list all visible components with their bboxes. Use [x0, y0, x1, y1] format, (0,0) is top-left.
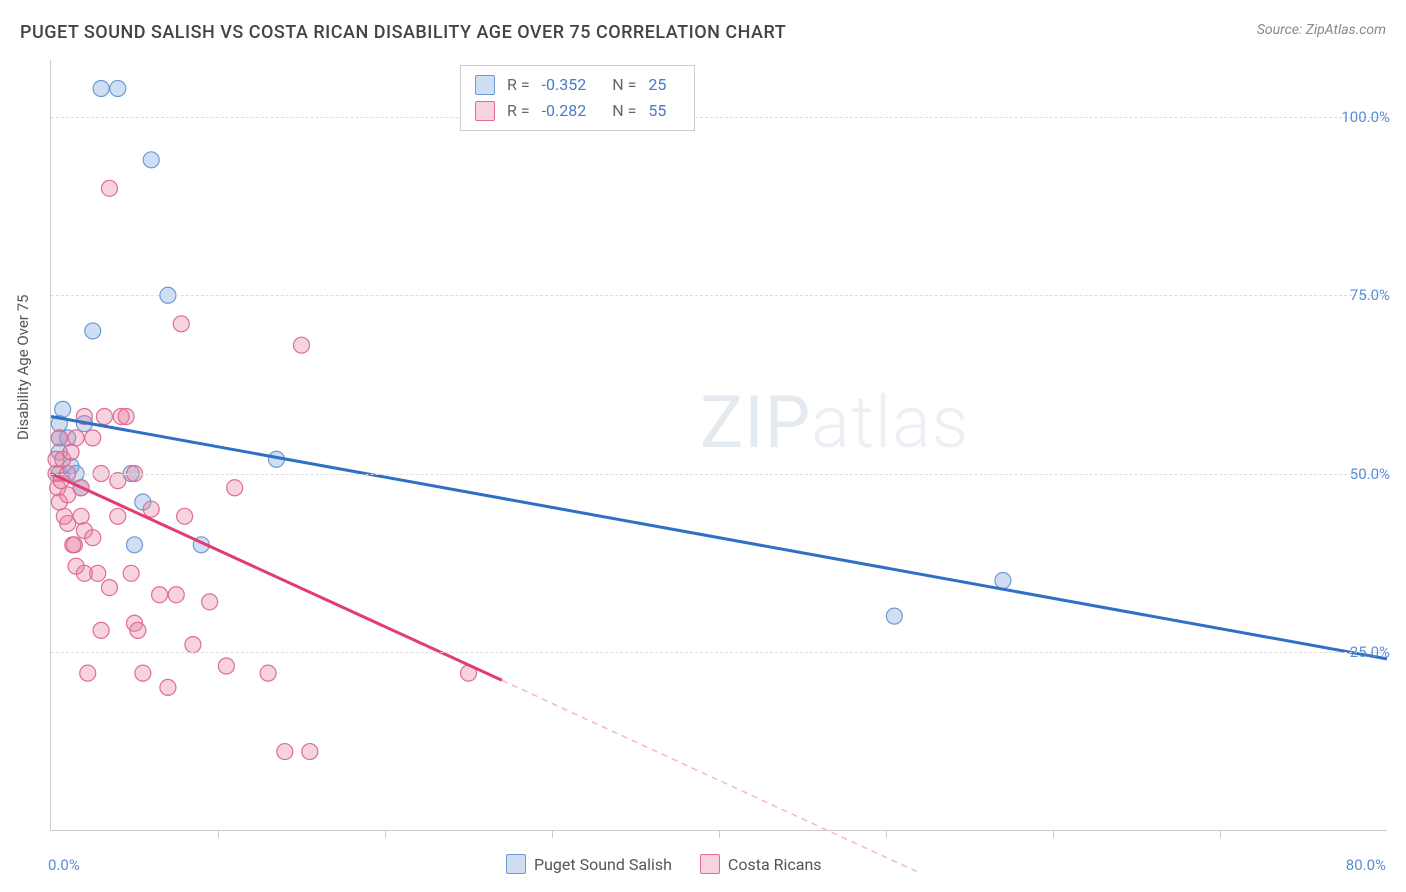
- data-point-puget: [55, 401, 71, 417]
- x-tick-label: 0.0%: [48, 856, 80, 874]
- legend-label-puget: Puget Sound Salish: [534, 855, 672, 874]
- x-tick: [719, 830, 720, 838]
- x-tick: [1053, 830, 1054, 838]
- chart-title: PUGET SOUND SALISH VS COSTA RICAN DISABI…: [20, 22, 786, 43]
- data-point-costa: [101, 180, 117, 196]
- data-point-puget: [995, 572, 1011, 588]
- data-point-costa: [168, 587, 184, 603]
- data-point-puget: [85, 323, 101, 339]
- data-point-costa: [85, 530, 101, 546]
- trend-line-costa: [51, 474, 502, 681]
- data-point-puget: [110, 81, 126, 97]
- legend-label-costa: Costa Ricans: [728, 855, 822, 874]
- data-point-costa: [152, 587, 168, 603]
- stat-label-n: N =: [612, 72, 636, 98]
- stat-n-puget: 25: [648, 72, 666, 98]
- data-point-costa: [93, 622, 109, 638]
- stat-label-n: N =: [612, 98, 636, 124]
- data-point-costa: [160, 679, 176, 695]
- data-point-costa: [66, 537, 82, 553]
- gridline: [51, 652, 1387, 653]
- trend-line-extended-costa: [502, 680, 920, 873]
- data-point-costa: [135, 665, 151, 681]
- data-point-costa: [101, 580, 117, 596]
- data-point-costa: [177, 508, 193, 524]
- data-point-costa: [130, 622, 146, 638]
- legend-stats-row-costa: R = -0.282 N = 55: [475, 98, 680, 124]
- data-point-costa: [185, 637, 201, 653]
- data-point-puget: [93, 81, 109, 97]
- data-point-costa: [90, 565, 106, 581]
- data-point-costa: [202, 594, 218, 610]
- data-point-costa: [51, 430, 67, 446]
- data-point-costa: [110, 473, 126, 489]
- x-tick: [886, 830, 887, 838]
- trend-line-puget: [51, 416, 1387, 658]
- data-point-costa: [68, 430, 84, 446]
- swatch-puget: [506, 854, 526, 874]
- data-point-puget: [886, 608, 902, 624]
- data-point-costa: [227, 480, 243, 496]
- data-point-costa: [294, 337, 310, 353]
- stat-r-costa: -0.282: [542, 98, 587, 124]
- data-point-costa: [96, 408, 112, 424]
- data-point-costa: [123, 565, 139, 581]
- legend-item-puget: Puget Sound Salish: [506, 854, 672, 874]
- gridline: [51, 117, 1387, 118]
- data-point-costa: [63, 444, 79, 460]
- swatch-puget: [475, 75, 495, 95]
- stat-r-puget: -0.352: [542, 72, 587, 98]
- y-tick-label: 50.0%: [1350, 465, 1390, 483]
- legend-item-costa: Costa Ricans: [700, 854, 822, 874]
- data-point-costa: [80, 665, 96, 681]
- legend-stats-box: R = -0.352 N = 25 R = -0.282 N = 55: [460, 65, 695, 131]
- data-point-costa: [218, 658, 234, 674]
- x-tick: [1220, 830, 1221, 838]
- data-point-puget: [127, 537, 143, 553]
- swatch-costa: [475, 101, 495, 121]
- data-point-costa: [143, 501, 159, 517]
- y-axis-label: Disability Age Over 75: [14, 295, 32, 440]
- legend-series: Puget Sound Salish Costa Ricans: [506, 854, 822, 874]
- x-tick: [385, 830, 386, 838]
- x-tick-label: 80.0%: [1346, 856, 1386, 874]
- x-tick: [218, 830, 219, 838]
- legend-stats-row-puget: R = -0.352 N = 25: [475, 72, 680, 98]
- data-point-costa: [277, 744, 293, 760]
- stat-n-costa: 55: [648, 98, 666, 124]
- data-point-costa: [110, 508, 126, 524]
- stat-label-r: R =: [507, 72, 530, 98]
- gridline: [51, 474, 1387, 475]
- data-point-costa: [118, 408, 134, 424]
- x-tick: [552, 830, 553, 838]
- data-point-costa: [302, 744, 318, 760]
- data-point-costa: [173, 316, 189, 332]
- chart-plot-area: [50, 60, 1387, 831]
- y-tick-label: 100.0%: [1341, 108, 1390, 126]
- gridline: [51, 295, 1387, 296]
- data-point-puget: [143, 152, 159, 168]
- data-point-costa: [260, 665, 276, 681]
- data-point-costa: [73, 508, 89, 524]
- y-tick-label: 75.0%: [1350, 286, 1390, 304]
- swatch-costa: [700, 854, 720, 874]
- stat-label-r: R =: [507, 98, 530, 124]
- data-point-costa: [85, 430, 101, 446]
- chart-svg: [51, 60, 1387, 830]
- y-tick-label: 25.0%: [1350, 643, 1390, 661]
- source-attribution: Source: ZipAtlas.com: [1257, 22, 1386, 38]
